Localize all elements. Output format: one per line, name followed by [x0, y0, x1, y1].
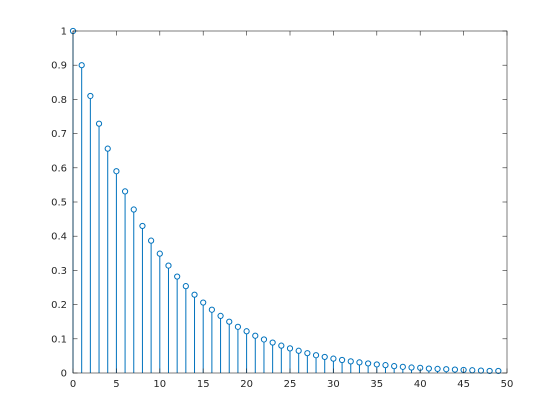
stem-marker: [408, 364, 415, 371]
y-tick-label: 0.6: [51, 163, 67, 174]
stem-marker: [425, 365, 432, 372]
labels-layer: 0 5 10 15 20 25 30 35 40 45 50 0 0.1 0.2 0.3 0.4 0.5 0.6 0…: [51, 27, 513, 391]
stem-marker: [182, 283, 189, 290]
stem-marker: [356, 359, 363, 366]
stem-marker: [278, 342, 285, 349]
x-tick-label: 35: [370, 379, 383, 390]
x-tick-label: 40: [414, 379, 427, 390]
stem-marker: [200, 299, 207, 306]
stem-marker: [295, 347, 302, 354]
stem-marker: [191, 291, 198, 298]
stem-marker: [382, 362, 389, 369]
y-tick-label: 0.8: [51, 95, 67, 106]
stem-marker: [234, 323, 242, 330]
stem-marker: [391, 363, 398, 370]
y-tick-label: 0.1: [51, 334, 67, 345]
stem-marker: [174, 273, 181, 280]
stem-marker: [477, 367, 485, 374]
stem-marker: [95, 120, 103, 127]
y-tick-label: 0.2: [51, 300, 67, 311]
stem-marker: [226, 318, 233, 325]
x-tick-label: 50: [501, 379, 514, 390]
stems-layer: [72, 31, 499, 373]
stem-marker: [113, 168, 120, 175]
stem-marker: [87, 92, 94, 100]
stem-marker: [139, 222, 146, 230]
x-tick-label: 5: [113, 379, 119, 390]
stem-marker: [399, 363, 406, 370]
stem-marker: [373, 361, 380, 368]
stem-marker: [165, 262, 172, 269]
stem-marker: [156, 250, 163, 257]
stem-marker: [443, 366, 450, 373]
stem-marker: [495, 367, 502, 375]
stem-marker: [304, 350, 311, 357]
stem-marker: [330, 355, 337, 362]
y-tick-label: 0: [61, 369, 67, 380]
stem-marker: [338, 356, 346, 364]
y-tick-label: 0.5: [51, 198, 67, 209]
y-tick-label: 0.9: [51, 61, 67, 72]
stem-marker: [451, 366, 459, 373]
stem-marker: [208, 306, 215, 313]
x-tick-label: 10: [153, 379, 166, 390]
x-tick-label: 30: [327, 379, 340, 390]
markers-layer: [69, 27, 502, 375]
x-tick-label: 20: [240, 379, 253, 390]
stem-marker: [217, 312, 224, 319]
plot-area: [73, 31, 507, 373]
stem-marker: [121, 188, 129, 195]
stem-marker: [269, 339, 276, 346]
x-tick-label: 45: [457, 379, 470, 390]
stem-marker: [130, 206, 137, 213]
stem-marker: [434, 365, 441, 372]
ticks-layer: [72, 30, 508, 374]
stem-marker: [243, 328, 250, 335]
stem-marker: [104, 145, 111, 152]
stem-marker: [148, 237, 155, 244]
x-tick-label: 25: [284, 379, 297, 390]
y-tick-label: 0.7: [51, 129, 67, 140]
stem-marker: [486, 367, 493, 375]
x-tick-label: 0: [70, 379, 76, 390]
stem-marker: [365, 360, 372, 367]
y-tick-label: 0.4: [51, 232, 67, 243]
stem-marker: [78, 62, 85, 69]
x-tick-label: 15: [197, 379, 210, 390]
stem-marker: [252, 332, 259, 339]
y-tick-label: 1: [61, 27, 67, 38]
stem-marker: [286, 345, 294, 352]
stem-marker: [469, 367, 476, 374]
stem-marker: [260, 336, 268, 343]
y-tick-label: 0.3: [51, 266, 67, 277]
stem-marker: [312, 352, 320, 359]
stem-marker: [347, 358, 354, 365]
stem-marker: [321, 353, 328, 361]
